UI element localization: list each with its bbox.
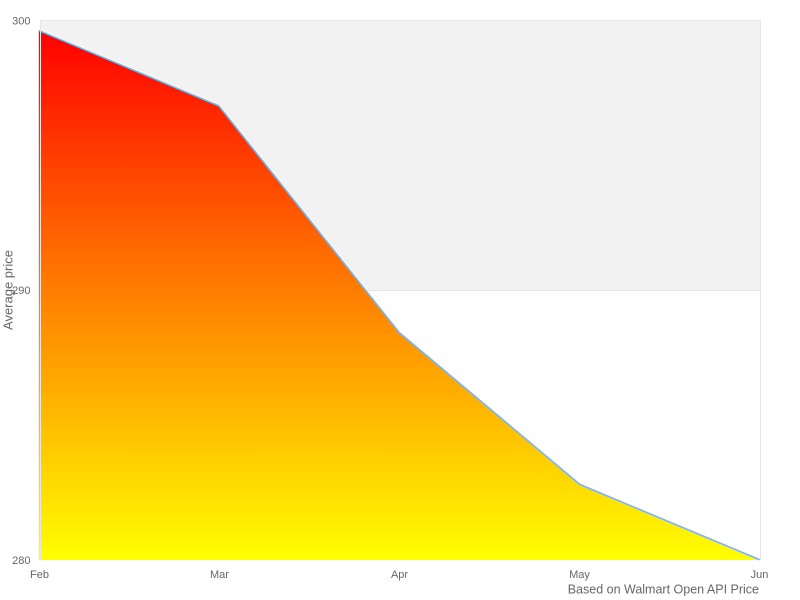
svg-text:Jun: Jun <box>751 569 769 581</box>
svg-text:280: 280 <box>12 555 30 567</box>
svg-text:Mar: Mar <box>210 569 229 581</box>
svg-text:300: 300 <box>12 16 30 28</box>
svg-text:May: May <box>569 569 590 581</box>
svg-text:290: 290 <box>12 285 30 297</box>
svg-text:Based on Walmart Open API Pric: Based on Walmart Open API Price <box>568 583 759 597</box>
svg-text:Apr: Apr <box>391 569 408 581</box>
svg-text:Average price: Average price <box>1 250 16 330</box>
svg-text:Feb: Feb <box>30 569 49 581</box>
